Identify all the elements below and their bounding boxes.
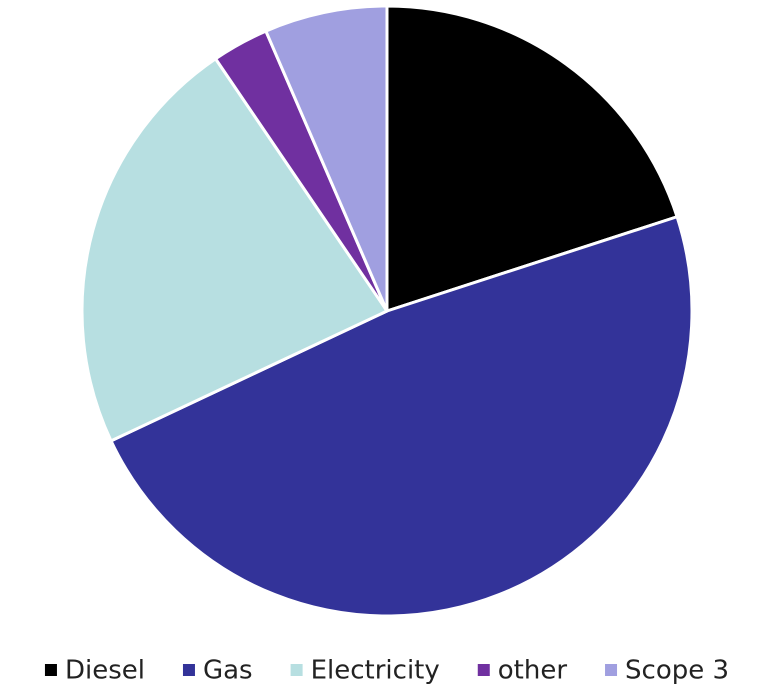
legend-label: Electricity [311, 656, 440, 686]
legend-label: Gas [203, 656, 253, 686]
pie-slice [80, 57, 389, 443]
legend-label: Diesel [65, 656, 145, 686]
pie-slice [385, 4, 679, 313]
legend-label: other [498, 656, 568, 686]
legend-label: Scope 3 [625, 656, 729, 686]
pie-slice [109, 215, 694, 618]
legend-marker [44, 664, 57, 676]
legend-marker [182, 664, 195, 676]
legend-marker [477, 664, 490, 676]
legend-marker [290, 664, 303, 676]
legend-marker [605, 664, 618, 676]
pie-slice [264, 4, 389, 313]
